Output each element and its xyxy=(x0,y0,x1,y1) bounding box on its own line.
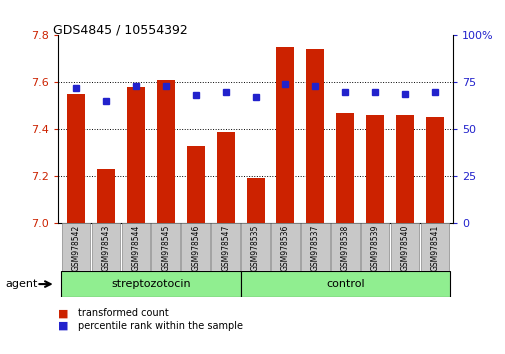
Text: ■: ■ xyxy=(58,308,69,318)
Text: GSM978537: GSM978537 xyxy=(310,224,319,271)
Bar xyxy=(366,115,383,223)
FancyBboxPatch shape xyxy=(62,223,90,271)
Text: GSM978542: GSM978542 xyxy=(72,224,80,271)
Bar xyxy=(395,115,413,223)
Text: GSM978541: GSM978541 xyxy=(430,224,438,271)
Text: GSM978543: GSM978543 xyxy=(102,224,110,271)
Text: GSM978538: GSM978538 xyxy=(340,224,349,271)
Bar xyxy=(97,169,115,223)
Text: agent: agent xyxy=(5,279,37,289)
Text: GSM978544: GSM978544 xyxy=(131,224,140,271)
FancyBboxPatch shape xyxy=(241,223,269,271)
FancyBboxPatch shape xyxy=(121,223,150,271)
FancyBboxPatch shape xyxy=(240,271,449,297)
FancyBboxPatch shape xyxy=(151,223,180,271)
FancyBboxPatch shape xyxy=(211,223,239,271)
Text: GSM978535: GSM978535 xyxy=(250,224,260,271)
Text: GSM978546: GSM978546 xyxy=(191,224,200,271)
Bar xyxy=(336,113,354,223)
Text: streptozotocin: streptozotocin xyxy=(111,279,190,289)
Bar xyxy=(67,94,85,223)
FancyBboxPatch shape xyxy=(360,223,389,271)
Bar xyxy=(425,118,443,223)
Text: percentile rank within the sample: percentile rank within the sample xyxy=(78,321,243,331)
Bar xyxy=(276,47,294,223)
Bar xyxy=(306,50,324,223)
FancyBboxPatch shape xyxy=(181,223,210,271)
Text: GSM978536: GSM978536 xyxy=(280,224,289,271)
Bar xyxy=(157,80,174,223)
Text: ■: ■ xyxy=(58,321,69,331)
FancyBboxPatch shape xyxy=(330,223,359,271)
FancyBboxPatch shape xyxy=(271,223,299,271)
Bar xyxy=(186,145,205,223)
FancyBboxPatch shape xyxy=(300,223,329,271)
Bar xyxy=(127,87,144,223)
FancyBboxPatch shape xyxy=(390,223,419,271)
Text: GSM978539: GSM978539 xyxy=(370,224,379,271)
Text: transformed count: transformed count xyxy=(78,308,169,318)
Text: GSM978545: GSM978545 xyxy=(161,224,170,271)
Text: GDS4845 / 10554392: GDS4845 / 10554392 xyxy=(53,23,187,36)
FancyBboxPatch shape xyxy=(420,223,448,271)
Text: GSM978540: GSM978540 xyxy=(400,224,409,271)
FancyBboxPatch shape xyxy=(61,271,240,297)
Bar xyxy=(246,178,264,223)
FancyBboxPatch shape xyxy=(91,223,120,271)
Text: control: control xyxy=(325,279,364,289)
Bar xyxy=(216,132,234,223)
Text: GSM978547: GSM978547 xyxy=(221,224,230,271)
